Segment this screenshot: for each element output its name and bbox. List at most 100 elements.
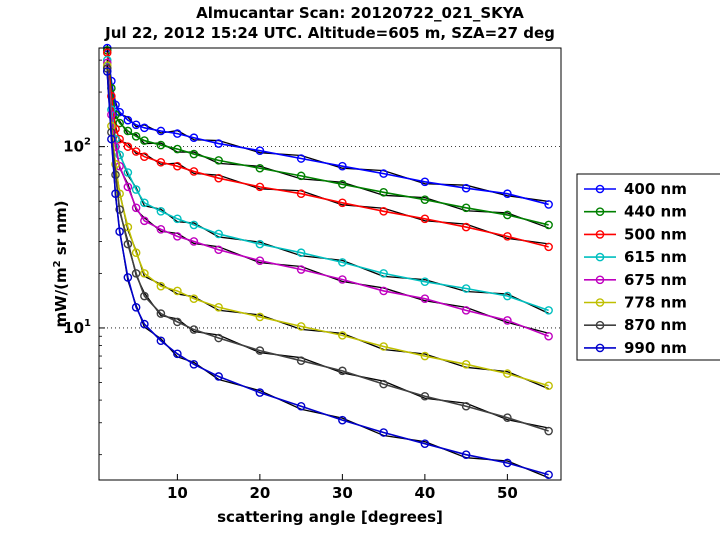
legend-marker <box>595 320 605 330</box>
legend-marker <box>595 207 605 216</box>
data-point <box>123 126 133 136</box>
data-point <box>156 206 166 216</box>
data-point <box>214 302 223 312</box>
x-axis-label: scattering angle [degrees] <box>217 508 443 526</box>
data-point <box>544 306 553 315</box>
data-point <box>255 256 265 265</box>
data-point <box>461 450 471 459</box>
data-point <box>214 333 223 343</box>
data-point <box>379 169 388 178</box>
data-point <box>379 269 388 278</box>
y-axis-label: mW/(m2 sr nm) <box>52 200 70 327</box>
data-point <box>140 216 149 226</box>
data-point <box>338 331 347 340</box>
data-point <box>503 316 512 325</box>
data-point <box>107 134 116 144</box>
data-point <box>173 214 182 224</box>
data-point <box>255 182 265 192</box>
data-point <box>115 118 124 128</box>
data-point <box>338 179 347 189</box>
data-point <box>379 379 388 389</box>
legend-marker <box>595 298 605 307</box>
legend-label: 675 nm <box>624 271 687 289</box>
data-point <box>214 372 223 381</box>
data-point <box>173 129 182 138</box>
data-point <box>420 214 430 224</box>
legend-marker <box>595 275 605 285</box>
data-point <box>296 265 306 274</box>
data-point <box>255 388 265 397</box>
data-point <box>140 136 149 145</box>
data-point <box>461 222 471 232</box>
grid-lines <box>99 146 561 329</box>
plot-frame <box>98 47 562 481</box>
x-tick-label: 20 <box>249 484 270 502</box>
legend-marker <box>595 252 605 262</box>
data-point <box>420 177 430 187</box>
data-point <box>173 317 182 327</box>
data-point <box>140 291 149 301</box>
x-axis: 10 20 30 40 50 <box>167 474 518 502</box>
data-point <box>189 167 199 176</box>
data-point <box>503 189 512 199</box>
data-point <box>140 198 149 208</box>
legend-label: 778 nm <box>624 294 687 312</box>
data-point <box>338 161 347 171</box>
data-point <box>503 291 512 301</box>
data-point <box>140 123 149 133</box>
data-point <box>107 91 116 101</box>
data-point <box>503 458 512 468</box>
data-point <box>255 346 265 355</box>
data-point <box>544 200 553 209</box>
data-point <box>420 277 430 286</box>
data-point <box>189 220 199 230</box>
data-point <box>115 205 124 214</box>
data-point <box>296 248 306 258</box>
data-point <box>140 319 149 329</box>
legend-label: 870 nm <box>624 316 687 334</box>
data-point <box>156 140 166 150</box>
chart-subtitle: Jul 22, 2012 15:24 UTC. Altitude=605 m, … <box>104 24 555 42</box>
data-point <box>214 173 223 183</box>
x-tick-label: 30 <box>332 484 353 502</box>
data-point <box>156 336 166 346</box>
data-point <box>123 142 133 151</box>
legend: 400 nm 440 nm 500 nm 615 nm 675 nm 778 nm 870 … <box>576 173 720 361</box>
data-point <box>156 157 166 167</box>
y-tick-label-base: 10 <box>63 138 84 156</box>
data-point <box>338 275 347 284</box>
data-point <box>173 161 182 171</box>
data-point <box>173 232 182 241</box>
data-point <box>420 391 430 401</box>
data-point <box>420 351 430 361</box>
x-tick-label: 10 <box>167 484 188 502</box>
legend-label: 440 nm <box>624 203 687 221</box>
data-point <box>379 286 388 296</box>
data-point <box>140 152 149 162</box>
data-point <box>214 139 223 148</box>
data-point <box>503 232 512 241</box>
data-point <box>131 248 141 258</box>
data-point <box>503 413 512 422</box>
data-point <box>189 360 199 369</box>
data-point <box>214 245 223 255</box>
data-point <box>379 428 388 437</box>
data-point <box>189 237 199 246</box>
data-point <box>379 342 388 351</box>
data-point <box>544 220 553 230</box>
legend-label: 990 nm <box>624 339 687 357</box>
data-point <box>503 369 512 378</box>
data-point <box>503 210 512 220</box>
data-point <box>189 294 199 303</box>
data-point <box>461 284 471 293</box>
data-point <box>544 381 553 391</box>
data-point <box>420 195 430 204</box>
series-group <box>102 43 553 480</box>
legend-marker <box>595 230 605 239</box>
data-point <box>296 401 306 411</box>
data-point <box>115 227 124 236</box>
series-line <box>106 71 549 476</box>
data-point <box>338 366 347 376</box>
